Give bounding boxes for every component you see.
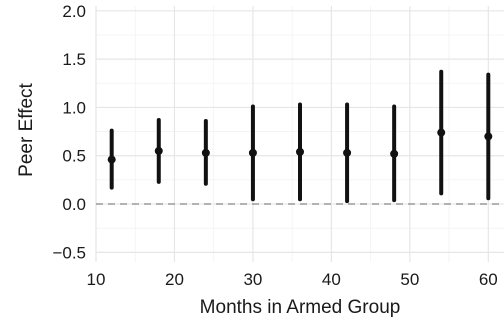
y-tick-label: 0.5 [62, 147, 86, 166]
x-tick-label: 30 [243, 270, 262, 289]
y-tick-label: 2.0 [62, 2, 86, 21]
x-tick-label: 10 [87, 270, 106, 289]
x-axis-title: Months in Armed Group [200, 297, 401, 318]
y-tick-label: 0.0 [62, 195, 86, 214]
data-point [484, 132, 493, 141]
data-point [154, 146, 163, 155]
data-point [343, 148, 352, 157]
x-tick-label: 50 [400, 270, 419, 289]
x-tick-label: 60 [479, 270, 498, 289]
x-tick-label: 20 [165, 270, 184, 289]
data-point [248, 148, 257, 157]
data-marks [107, 69, 493, 204]
y-tick-labels: −0.5 0.0 0.5 1.0 1.5 2.0 [52, 2, 86, 263]
x-tick-labels: 10 20 30 40 50 60 [87, 270, 498, 289]
y-tick-label: 1.0 [62, 98, 86, 117]
data-point [390, 149, 399, 158]
y-tick-label: 1.5 [62, 50, 86, 69]
x-tick-label: 40 [322, 270, 341, 289]
data-point [201, 148, 210, 157]
data-point [296, 147, 304, 156]
data-point [437, 128, 446, 137]
y-tick-label: −0.5 [52, 243, 86, 262]
data-point [107, 155, 116, 164]
y-axis-title: Peer Effect [16, 82, 37, 176]
